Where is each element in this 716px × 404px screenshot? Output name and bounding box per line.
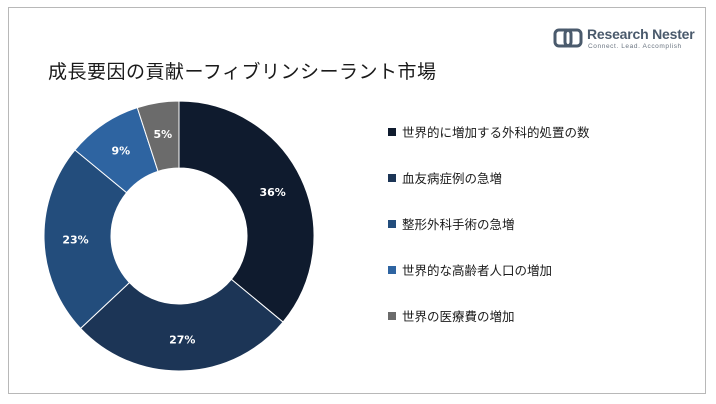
logo-icon: [553, 28, 583, 48]
legend-label-5: 世界の医療費の増加: [402, 309, 515, 324]
legend-swatch-5: [388, 311, 396, 320]
slice-label-5: 5%: [153, 128, 172, 141]
slice-label-2: 27%: [169, 333, 195, 346]
legend-swatch-2: [388, 173, 396, 182]
legend-item-4: 世界的な高齢者人口の増加: [388, 260, 552, 279]
donut-slice-3: [43, 149, 131, 330]
legend-item-5: 世界の医療費の増加: [388, 306, 515, 325]
donut-slice-1: [178, 100, 315, 323]
legend-item-3: 整形外科手術の急増: [388, 214, 515, 233]
legend-label-3: 整形外科手術の急増: [402, 217, 515, 232]
legend-label-2: 血友病症例の急増: [402, 171, 503, 186]
donut-slice-5: [136, 100, 180, 172]
logo-name: Research Nester: [587, 26, 695, 42]
legend-swatch-4: [388, 265, 396, 274]
legend-swatch-3: [388, 219, 396, 228]
legend-label-1: 世界的に増加する外科的処置の数: [402, 125, 590, 140]
slice-label-3: 23%: [62, 233, 88, 246]
donut-slice-2: [79, 278, 284, 372]
slice-label-4: 9%: [111, 144, 130, 157]
research-nester-logo: Research Nester Connect. Lead. Accomplis…: [553, 25, 695, 53]
legend-swatch-1: [388, 127, 396, 136]
legend-item-2: 血友病症例の急増: [388, 168, 502, 187]
logo-tagline: Connect. Lead. Accomplish: [588, 43, 682, 50]
legend-label-4: 世界的な高齢者人口の増加: [402, 263, 553, 278]
chart-title: 成長要因の貢献ーフィブリンシーラント市場: [48, 61, 437, 83]
slice-label-1: 36%: [259, 186, 285, 199]
legend-item-1: 世界的に増加する外科的処置の数: [388, 122, 590, 141]
